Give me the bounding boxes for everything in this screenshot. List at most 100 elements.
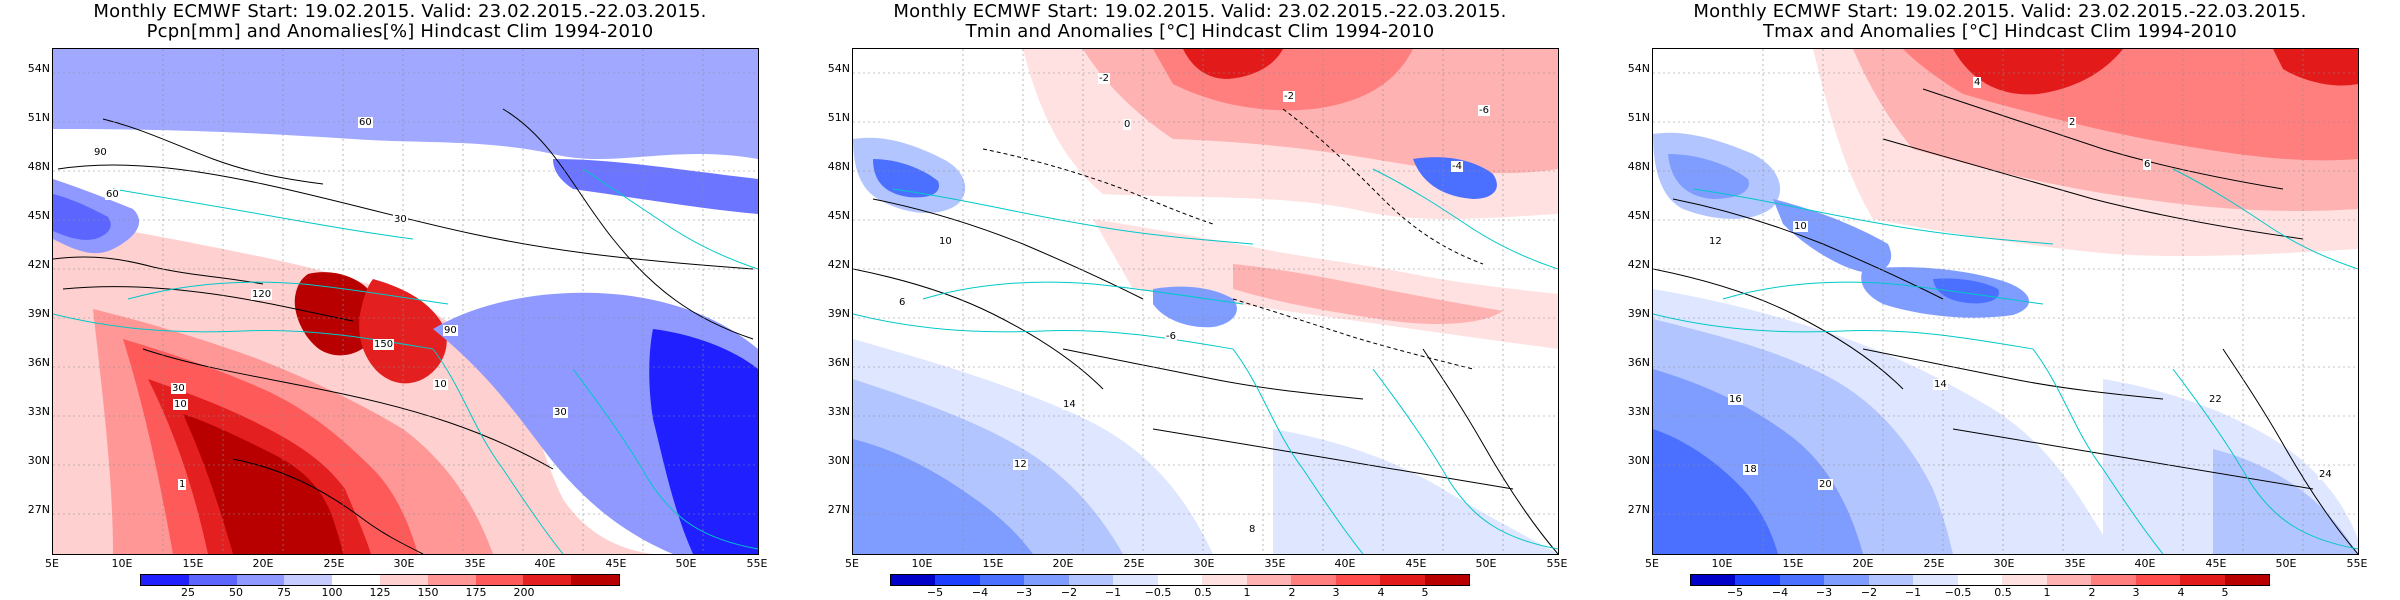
lat-label-36n: 36N — [1627, 356, 1650, 369]
legend-swatch — [2224, 575, 2270, 585]
contour-label: 10 — [433, 379, 448, 390]
contour-label: 30 — [171, 383, 186, 394]
lon-label-15e: 15E — [1782, 557, 1804, 570]
legend-swatch — [2180, 575, 2225, 585]
tmin-legend-bar — [890, 574, 1470, 586]
lat-label-45n: 45N — [27, 209, 50, 222]
legend-swatch — [1957, 575, 2003, 585]
lon-label-40e: 40E — [534, 557, 556, 570]
lat-label-33n: 33N — [27, 405, 50, 418]
legend-swatch — [1735, 575, 1780, 585]
contour-label: 60 — [358, 117, 373, 128]
lat-label-30n: 30N — [27, 454, 50, 467]
lat-label-39n: 39N — [27, 307, 50, 320]
legend-swatch — [332, 575, 380, 585]
contour-label: 90 — [93, 147, 108, 158]
legend-label: −0.5 — [1944, 586, 1972, 599]
contour-label: 24 — [2318, 469, 2333, 480]
legend-label: 25 — [181, 586, 195, 599]
legend-label: 5 — [1421, 586, 1429, 599]
legend-label: −0.5 — [1144, 586, 1172, 599]
legend-swatch — [1380, 575, 1425, 585]
legend-swatch — [1913, 575, 1958, 585]
legend-label: 175 — [465, 586, 487, 599]
lon-label-5e: 5E — [1645, 557, 1659, 570]
lon-label-10e: 10E — [911, 557, 933, 570]
legend-swatch — [935, 575, 980, 585]
lat-label-27n: 27N — [827, 503, 850, 516]
legend-label: 0.5 — [1194, 586, 1212, 599]
lat-label-30n: 30N — [1627, 454, 1650, 467]
contour-label: 6 — [2143, 159, 2152, 170]
lat-label-42n: 42N — [1627, 258, 1650, 271]
legend-swatch — [236, 575, 285, 585]
legend-label: −5 — [1726, 586, 1744, 599]
legend-label: −1 — [1904, 586, 1922, 599]
legend-swatch — [1202, 575, 1247, 585]
legend-swatch — [2091, 575, 2136, 585]
legend-swatch — [2135, 575, 2181, 585]
legend-swatch — [1424, 575, 1470, 585]
precip-map: 90 60 30 60 120 150 90 30 10 1 30 10 — [52, 48, 759, 555]
contour-label: 18 — [1743, 464, 1758, 475]
legend-swatch — [1824, 575, 1869, 585]
lat-label-48n: 48N — [27, 160, 50, 173]
contour-label: 30 — [393, 214, 408, 225]
contour-label: 12 — [1708, 236, 1723, 247]
legend-label: 3 — [1332, 586, 1340, 599]
panel-title-line1: Monthly ECMWF Start: 19.02.2015. Valid: … — [1693, 1, 2307, 22]
lon-label-20e: 20E — [252, 557, 274, 570]
lon-label-50e: 50E — [675, 557, 697, 570]
contour-label: 16 — [1728, 394, 1743, 405]
legend-label: 3 — [2132, 586, 2140, 599]
lon-label-45e: 45E — [605, 557, 627, 570]
legend-swatch — [1779, 575, 1825, 585]
lat-label-51n: 51N — [1627, 111, 1650, 124]
lon-label-50e: 50E — [1475, 557, 1497, 570]
tmax-legend-bar — [1690, 574, 2270, 586]
lon-label-30e: 30E — [1193, 557, 1215, 570]
legend-swatch — [475, 575, 524, 585]
lat-label-30n: 30N — [827, 454, 850, 467]
tmin-panel: Monthly ECMWF Start: 19.02.2015. Valid: … — [800, 0, 1600, 600]
legend-label: −2 — [1060, 586, 1078, 599]
legend-swatch — [1068, 575, 1114, 585]
legend-label: 125 — [369, 586, 391, 599]
legend-label: −2 — [1860, 586, 1878, 599]
legend-swatch — [1291, 575, 1336, 585]
lon-label-45e: 45E — [2205, 557, 2227, 570]
tmax-map: 4 2 6 12 10 14 16 18 20 22 24 — [1652, 48, 2359, 555]
legend-label: 5 — [2221, 586, 2229, 599]
contour-label: -6 — [1165, 331, 1177, 342]
legend-swatch — [1024, 575, 1069, 585]
legend-label: 200 — [513, 586, 535, 599]
lat-label-36n: 36N — [27, 356, 50, 369]
lat-label-54n: 54N — [27, 62, 50, 75]
contour-label: 150 — [373, 339, 395, 350]
contour-label: 1 — [178, 479, 187, 490]
contour-label: 120 — [251, 289, 273, 300]
lat-label-54n: 54N — [827, 62, 850, 75]
precip-legend-bar — [140, 574, 620, 586]
contour-label: -4 — [1451, 161, 1463, 172]
legend-swatch — [1157, 575, 1203, 585]
legend-label: −5 — [926, 586, 944, 599]
tmin-map: -2 0 -2 -4 -6 10 6 14 12 -6 8 — [852, 48, 1559, 555]
lon-label-40e: 40E — [1334, 557, 1356, 570]
tmin-map-svg — [853, 49, 1558, 554]
contour-label: 4 — [1973, 77, 1982, 88]
contour-label: 0 — [1123, 119, 1132, 130]
panel-title-line2: Pcpn[mm] and Anomalies[%] Hindcast Clim … — [146, 21, 654, 42]
legend-swatch — [1335, 575, 1381, 585]
legend-label: 2 — [1288, 586, 1296, 599]
lon-label-25e: 25E — [323, 557, 345, 570]
lon-label-55e: 55E — [746, 557, 768, 570]
lat-label-39n: 39N — [827, 307, 850, 320]
contour-label: 6 — [898, 297, 907, 308]
legend-label: −4 — [971, 586, 989, 599]
lon-label-30e: 30E — [1993, 557, 2015, 570]
legend-swatch — [523, 575, 572, 585]
legend-label: 50 — [229, 586, 243, 599]
legend-swatch — [1246, 575, 1292, 585]
panel-title-line1: Monthly ECMWF Start: 19.02.2015. Valid: … — [93, 1, 707, 22]
